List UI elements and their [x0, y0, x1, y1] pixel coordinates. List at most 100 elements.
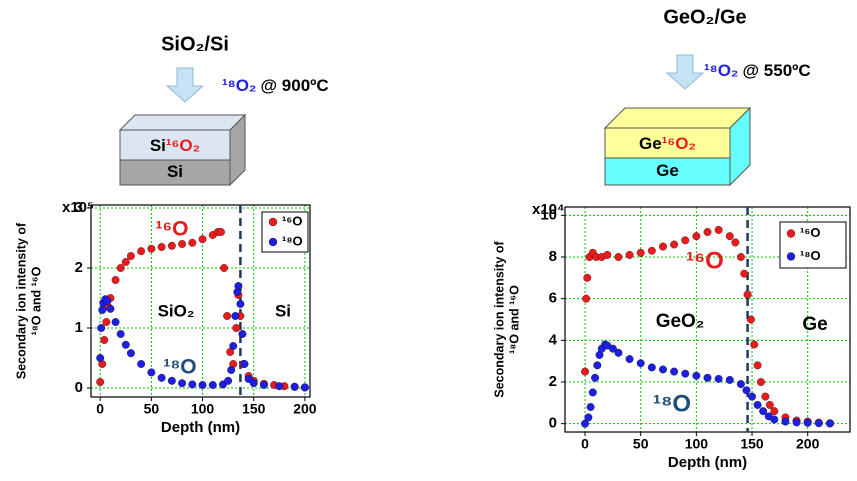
data-point: [178, 240, 186, 248]
data-point: [98, 306, 106, 314]
data-point: [148, 369, 156, 377]
gas: ¹⁸O₂: [222, 76, 256, 95]
layer-bottom-label: Ge: [656, 161, 679, 180]
data-point: [158, 243, 166, 251]
data-point: [127, 252, 135, 260]
data-point: [704, 374, 712, 382]
y-axis-title: ¹⁸O and ¹⁶O: [507, 285, 521, 354]
data-point: [589, 389, 597, 397]
data-point: [217, 228, 225, 236]
data-point: [199, 381, 207, 389]
data-point: [726, 232, 734, 240]
data-point: [220, 264, 228, 272]
data-point: [585, 414, 593, 422]
x-tick-label: 150: [740, 436, 764, 452]
data-point: [235, 282, 243, 290]
data-point: [766, 401, 774, 409]
data-point: [168, 242, 176, 250]
layer-isotope: ¹⁶O₂: [166, 136, 200, 155]
layer-isotope: ¹⁶O₂: [662, 134, 696, 153]
y-scale-label: x10⁴: [532, 201, 564, 218]
data-point: [237, 300, 245, 308]
data-point: [241, 360, 249, 368]
data-point: [637, 249, 645, 257]
data-point: [670, 368, 678, 376]
data-point: [117, 264, 125, 272]
data-point: [726, 376, 734, 384]
data-point: [199, 235, 207, 243]
y-tick-label: 0: [549, 415, 557, 432]
data-point: [604, 251, 612, 259]
y-tick-label: 6: [549, 290, 557, 307]
y-tick-label: 2: [549, 373, 557, 390]
y-tick-label: 4: [549, 331, 558, 348]
x-axis-title: Depth (nm): [161, 419, 240, 436]
data-point: [137, 360, 145, 368]
x-tick-label: 100: [191, 401, 215, 417]
data-point: [96, 354, 104, 362]
y-axis-title: Secondary ion intensity of: [14, 222, 28, 379]
data-point: [107, 305, 115, 313]
data-point: [732, 239, 740, 247]
legend-marker: [269, 238, 277, 246]
x-axis-title: Depth (nm): [668, 454, 747, 471]
data-point: [740, 270, 748, 278]
x-tick-label: 0: [96, 401, 104, 417]
diagram-title: SiO₂/Si: [161, 33, 229, 55]
data-point: [223, 312, 231, 320]
layer-base: Ge: [639, 134, 662, 153]
data-point: [117, 330, 125, 338]
data-point: [748, 393, 756, 401]
legend-marker: [787, 253, 795, 261]
data-point: [615, 349, 623, 357]
data-point: [581, 368, 589, 376]
box-top: [605, 108, 750, 128]
x-tick-label: 200: [293, 401, 317, 417]
legend-marker: [269, 218, 277, 226]
data-point: [227, 366, 235, 374]
annotation: SiO₂: [158, 301, 195, 320]
data-point: [670, 241, 678, 249]
legend-label: ¹⁸O: [800, 248, 821, 263]
data-point: [793, 419, 801, 427]
y-tick-label: 0: [75, 379, 83, 396]
data-point: [637, 359, 645, 367]
data-point: [782, 418, 790, 426]
data-point: [224, 377, 232, 385]
data-point: [122, 341, 130, 349]
data-point: [112, 318, 120, 326]
data-point: [250, 379, 258, 387]
data-point: [815, 419, 823, 427]
data-point: [583, 274, 591, 282]
process-label: ¹⁸O₂@ 550ºC: [704, 61, 811, 80]
condition: @ 550ºC: [742, 61, 810, 80]
data-point: [715, 375, 723, 383]
data-point: [96, 378, 104, 386]
data-point: [233, 324, 241, 332]
data-point: [737, 380, 745, 388]
layer-base: Si: [150, 136, 166, 155]
data-point: [189, 381, 197, 389]
layer-top-label: Ge¹⁶O₂: [639, 134, 696, 153]
data-point: [747, 316, 755, 324]
data-point: [591, 374, 599, 382]
data-point: [137, 247, 145, 255]
data-point: [704, 228, 712, 236]
layer-top-label: Si¹⁶O₂: [150, 136, 200, 155]
annotation: ¹⁸O: [653, 390, 691, 417]
x-tick-label: 50: [144, 401, 160, 417]
data-point: [260, 381, 268, 389]
data-point: [770, 416, 778, 424]
data-point: [615, 253, 623, 261]
data-point: [582, 295, 590, 303]
data-point: [744, 291, 752, 299]
data-point: [648, 364, 656, 372]
annotation: ¹⁸O: [163, 356, 196, 379]
data-point: [754, 362, 762, 370]
data-point: [626, 251, 634, 259]
data-point: [715, 226, 723, 234]
x-tick-label: 100: [685, 436, 709, 452]
data-point: [754, 401, 762, 409]
y-axis-title: ¹⁸O and ¹⁶O: [29, 266, 43, 335]
data-point: [104, 297, 112, 305]
